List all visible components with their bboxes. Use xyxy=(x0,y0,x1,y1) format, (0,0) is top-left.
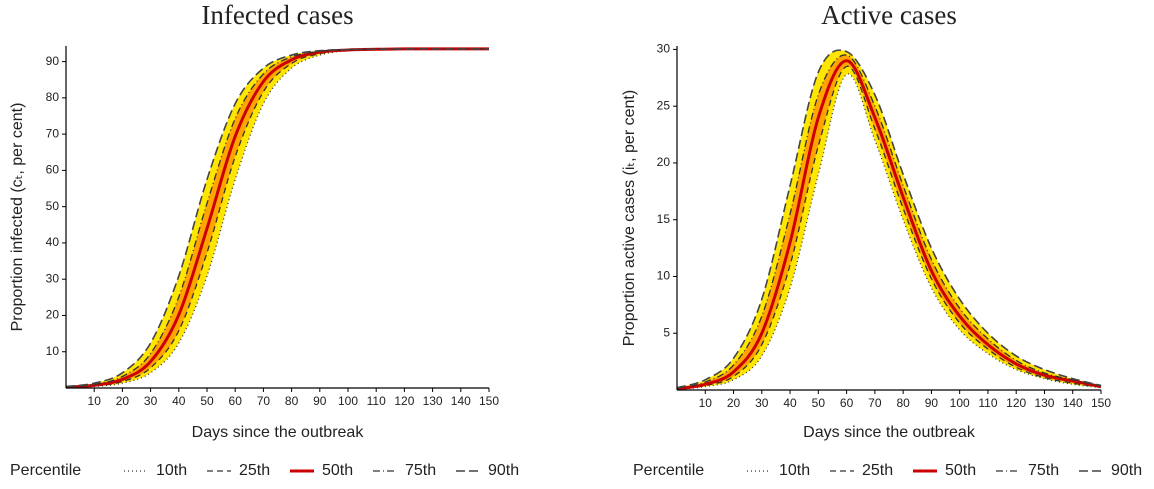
percentile-line xyxy=(676,65,1102,390)
percentile-band xyxy=(66,48,489,388)
chart-title: Active cases xyxy=(821,0,957,30)
x-tick-label: 130 xyxy=(423,394,443,408)
legend-label: 75th xyxy=(1028,462,1059,479)
y-tick-label: 10 xyxy=(46,344,60,358)
percentile-band xyxy=(677,50,1101,390)
x-tick-label: 130 xyxy=(1034,396,1054,410)
x-tick-label: 30 xyxy=(755,396,769,410)
percentile-line xyxy=(676,73,1102,391)
x-tick-label: 60 xyxy=(840,396,854,410)
x-tick-label: 50 xyxy=(812,396,826,410)
x-tick-label: 40 xyxy=(783,396,797,410)
y-tick-label: 50 xyxy=(46,199,60,213)
x-tick-label: 140 xyxy=(1063,396,1083,410)
y-tick-label: 90 xyxy=(46,54,60,68)
y-axis-label: Proportion infected (cₜ, per cent) xyxy=(9,103,26,332)
legend-label: 10th xyxy=(779,462,810,479)
percentile-line xyxy=(676,59,1102,391)
x-tick-label: 30 xyxy=(144,394,158,408)
x-tick-label: 50 xyxy=(200,394,214,408)
x-tick-label: 10 xyxy=(699,396,713,410)
x-axis-label: Days since the outbreak xyxy=(192,424,365,441)
x-tick-label: 20 xyxy=(727,396,741,410)
x-tick-label: 90 xyxy=(925,396,939,410)
percentile-band xyxy=(677,54,1101,390)
x-tick-label: 100 xyxy=(338,394,358,408)
x-tick-label: 70 xyxy=(257,394,271,408)
legend-label: 90th xyxy=(488,462,519,479)
y-tick-label: 10 xyxy=(657,269,671,283)
percentile-line xyxy=(65,48,489,388)
x-axis-label: Days since the outbreak xyxy=(803,424,976,441)
percentile-band xyxy=(66,48,489,388)
y-tick-label: 25 xyxy=(657,98,671,112)
percentile-line xyxy=(65,48,489,389)
legend-label: 25th xyxy=(862,462,893,479)
y-tick-label: 70 xyxy=(46,126,60,140)
x-tick-label: 120 xyxy=(1006,396,1026,410)
y-tick-label: 20 xyxy=(657,155,671,169)
percentile-line xyxy=(676,54,1102,389)
x-tick-label: 110 xyxy=(367,394,386,408)
x-tick-label: 150 xyxy=(479,394,499,408)
y-tick-label: 30 xyxy=(657,42,671,56)
percentile-line xyxy=(65,48,489,388)
y-tick-label: 15 xyxy=(657,212,671,226)
x-tick-label: 60 xyxy=(229,394,243,408)
x-tick-label: 110 xyxy=(978,396,997,410)
legend-label: 50th xyxy=(945,462,976,479)
x-tick-label: 140 xyxy=(451,394,471,408)
percentile-line xyxy=(676,49,1102,389)
legend-label: 75th xyxy=(405,462,436,479)
x-tick-label: 100 xyxy=(950,396,970,410)
y-tick-label: 60 xyxy=(46,163,60,177)
x-tick-label: 70 xyxy=(868,396,882,410)
x-tick-label: 10 xyxy=(88,394,102,408)
x-tick-label: 150 xyxy=(1091,396,1111,410)
y-tick-label: 30 xyxy=(46,271,60,285)
legend-label: 25th xyxy=(239,462,270,479)
y-axis-label: Proportion active cases (iₜ, per cent) xyxy=(621,90,638,346)
legend-title: Percentile xyxy=(633,462,704,479)
chart-title: Infected cases xyxy=(201,0,353,30)
x-tick-label: 80 xyxy=(285,394,299,408)
percentile-line xyxy=(65,48,489,389)
percentile-line xyxy=(65,47,489,389)
legend-title: Percentile xyxy=(10,462,81,479)
x-tick-label: 80 xyxy=(896,396,910,410)
y-tick-label: 80 xyxy=(46,90,60,104)
legend-label: 10th xyxy=(156,462,187,479)
legend-label: 90th xyxy=(1111,462,1142,479)
x-tick-label: 20 xyxy=(116,394,130,408)
x-tick-label: 120 xyxy=(394,394,414,408)
legend-label: 50th xyxy=(322,462,353,479)
y-tick-label: 20 xyxy=(46,308,60,322)
x-tick-label: 40 xyxy=(172,394,186,408)
x-tick-label: 90 xyxy=(313,394,327,408)
y-tick-label: 5 xyxy=(663,325,670,339)
y-tick-label: 40 xyxy=(46,235,60,249)
